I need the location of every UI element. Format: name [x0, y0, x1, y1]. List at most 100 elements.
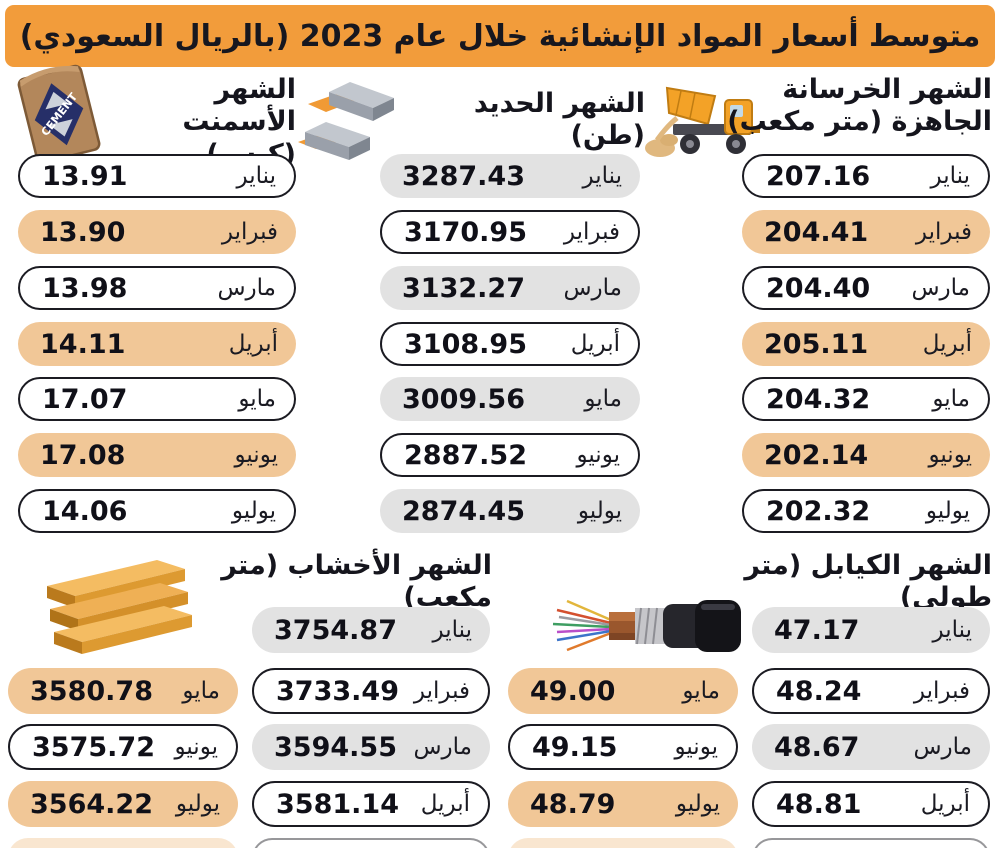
price-row-wood-apr: أبريل 3581.14 [252, 781, 490, 827]
price-row-cement-may: مايو 17.07 [18, 377, 296, 421]
month-label: أبريل [228, 331, 278, 357]
price-row-cables-apr: أبريل 48.81 [752, 781, 990, 827]
price-row-cables-may: مايو 49.00 [508, 668, 738, 714]
month-label: يونيو [674, 734, 718, 760]
price-row-cement-mar: مارس 13.98 [18, 266, 296, 310]
month-label: يناير [932, 617, 972, 643]
month-label: مايو [932, 386, 970, 412]
price-value: 205.11 [764, 328, 869, 360]
price-row-concrete-jan: يناير 207.16 [742, 154, 990, 198]
steel-beams-icon [298, 82, 394, 160]
price-row-iron-mar: مارس 3132.27 [380, 266, 640, 310]
price-value: 3580.78 [30, 675, 153, 707]
price-value: 49.00 [530, 675, 616, 707]
section-header-iron: الشهر الحديد (طن) [395, 88, 645, 153]
price-value: 3733.49 [276, 675, 399, 707]
month-label: مايو [682, 678, 720, 704]
month-label: مارس [911, 275, 970, 301]
dump-truck-icon [645, 86, 760, 157]
header-line: الشهر الخرسانة [782, 74, 992, 105]
price-row-wood-jun: يونيو 3575.72 [8, 724, 238, 770]
price-row-cables-feb: فبراير 48.24 [752, 668, 990, 714]
price-row-cement-jan: يناير 13.91 [18, 154, 296, 198]
price-row-concrete-apr: أبريل 205.11 [742, 322, 990, 366]
month-label: أبريل [920, 791, 970, 817]
price-value: 49.15 [532, 731, 618, 763]
price-value: 14.06 [42, 495, 128, 527]
price-value: 48.81 [776, 788, 862, 820]
price-row-iron-feb: فبراير 3170.95 [380, 210, 640, 254]
month-label: يناير [432, 617, 472, 643]
section-header-concrete: الشهر الخرسانة الجاهزة (متر مكعب) [700, 74, 992, 139]
price-value: 202.14 [764, 439, 869, 471]
price-value: 47.17 [774, 614, 860, 646]
month-label: يونيو [174, 734, 218, 760]
price-row-iron-may: مايو 3009.56 [380, 377, 640, 421]
price-value: 204.40 [766, 272, 871, 304]
price-value: 3564.22 [30, 788, 153, 820]
month-label: فبراير [563, 219, 620, 245]
month-label: مارس [413, 734, 472, 760]
month-label: يوليو [577, 498, 622, 524]
price-value: 2874.45 [402, 495, 525, 527]
month-label: يوليو [175, 791, 220, 817]
price-row-cables-mar: مارس 48.67 [752, 724, 990, 770]
price-row-wood-mar: مارس 3594.55 [252, 724, 490, 770]
section-header-wood: الشهر الأخشاب (متر مكعب) [180, 550, 492, 615]
month-label: أبريل [922, 331, 972, 357]
price-value: 3754.87 [274, 614, 397, 646]
month-label: يناير [236, 163, 276, 189]
page-title: متوسط أسعار المواد الإنشائية خلال عام 20… [19, 18, 981, 54]
price-row-cement-apr: أبريل 14.11 [18, 322, 296, 366]
price-row-cables-jun: يونيو 49.15 [508, 724, 738, 770]
month-label: فبراير [915, 219, 972, 245]
cutoff-pill [508, 838, 738, 848]
price-value: 13.90 [40, 216, 126, 248]
price-row-cement-jun: يونيو 17.08 [18, 433, 296, 477]
price-value: 3108.95 [404, 328, 527, 360]
price-value: 48.67 [774, 731, 860, 763]
section-header-cables: الشهر الكيابل (متر طولي) [682, 550, 992, 615]
month-label: مايو [182, 678, 220, 704]
price-row-wood-jan: يناير 3754.87 [252, 607, 490, 653]
price-row-cement-jul: يوليو 14.06 [18, 489, 296, 533]
price-row-concrete-may: مايو 204.32 [742, 377, 990, 421]
price-value: 14.11 [40, 328, 126, 360]
month-label: مايو [238, 386, 276, 412]
price-row-concrete-jun: يونيو 202.14 [742, 433, 990, 477]
header-line: الشهر الحديد (طن) [473, 88, 645, 152]
cutoff-pill [752, 838, 990, 848]
price-value: 13.98 [42, 272, 128, 304]
price-value: 17.08 [40, 439, 126, 471]
price-value: 48.24 [776, 675, 862, 707]
month-label: يوليو [231, 498, 276, 524]
month-label: فبراير [221, 219, 278, 245]
price-value: 48.79 [530, 788, 616, 820]
price-value: 13.91 [42, 160, 128, 192]
price-row-wood-jul: يوليو 3564.22 [8, 781, 238, 827]
header-line: الجاهزة (متر مكعب) [727, 106, 992, 138]
month-label: مارس [913, 734, 972, 760]
price-row-iron-jul: يوليو 2874.45 [380, 489, 640, 533]
price-value: 3581.14 [276, 788, 399, 820]
price-value: 3575.72 [32, 731, 155, 763]
price-value: 204.41 [764, 216, 869, 248]
price-value: 2887.52 [404, 439, 527, 471]
price-row-concrete-feb: فبراير 204.41 [742, 210, 990, 254]
month-label: أبريل [570, 331, 620, 357]
month-label: يونيو [928, 442, 972, 468]
month-label: يناير [582, 163, 622, 189]
header-line: الشهر الكيابل (متر طولي) [744, 550, 992, 614]
price-row-iron-apr: أبريل 3108.95 [380, 322, 640, 366]
price-value: 3009.56 [402, 383, 525, 415]
price-row-concrete-mar: مارس 204.40 [742, 266, 990, 310]
month-label: أبريل [420, 791, 470, 817]
cable-icon [552, 599, 741, 652]
wood-planks-icon [47, 560, 192, 654]
header-line: الشهر [214, 74, 297, 105]
price-row-iron-jun: يونيو 2887.52 [380, 433, 640, 477]
header-line: الشهر الأخشاب (متر مكعب) [221, 550, 492, 614]
price-value: 202.32 [766, 495, 871, 527]
price-value: 3132.27 [402, 272, 525, 304]
price-row-iron-jan: يناير 3287.43 [380, 154, 640, 198]
